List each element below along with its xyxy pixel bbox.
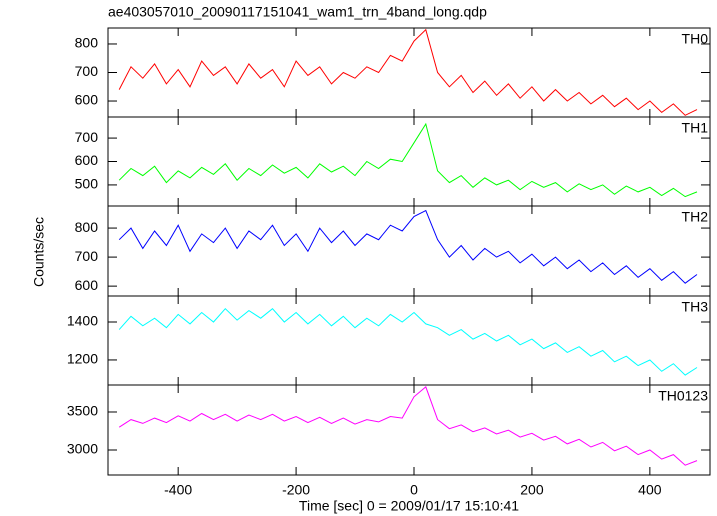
y-tick-label: 700 — [75, 129, 99, 145]
x-axis-label: Time [sec] 0 = 2009/01/17 15:10:41 — [299, 498, 519, 514]
panel-frame — [107, 116, 711, 207]
panel-label: TH0 — [682, 31, 709, 47]
data-line — [118, 122, 698, 198]
x-tick-label: 200 — [520, 482, 544, 498]
y-tick-label: 3000 — [67, 441, 98, 457]
y-tick-label: 1200 — [67, 351, 98, 367]
panel-label: TH0123 — [658, 388, 708, 404]
data-line — [118, 28, 698, 116]
data-line — [118, 209, 698, 284]
y-tick-label: 600 — [75, 152, 99, 168]
y-tick-label: 800 — [75, 35, 99, 51]
y-tick-label: 1400 — [67, 313, 98, 329]
panel-label: TH1 — [682, 120, 709, 136]
panel-frame — [107, 295, 711, 386]
data-line — [118, 307, 698, 376]
x-tick-label: -400 — [164, 482, 192, 498]
y-axis-label: Counts/sec — [31, 217, 47, 287]
y-tick-label: 700 — [75, 248, 99, 264]
panel-frame — [107, 384, 711, 476]
y-tick-label: 3500 — [67, 403, 98, 419]
y-tick-label: 800 — [75, 219, 99, 235]
panel-label: TH3 — [682, 299, 709, 315]
data-line — [118, 386, 698, 466]
y-tick-label: 500 — [75, 176, 99, 192]
chart-title: ae403057010_20090117151041_wam1_trn_4ban… — [108, 4, 487, 20]
panel-frame — [107, 27, 711, 118]
y-tick-label: 600 — [75, 277, 99, 293]
x-tick-label: 0 — [410, 482, 418, 498]
y-tick-label: 600 — [75, 92, 99, 108]
x-tick-label: 400 — [638, 482, 662, 498]
x-tick-label: -200 — [282, 482, 310, 498]
panel-frame — [107, 205, 711, 297]
y-tick-label: 700 — [75, 63, 99, 79]
panel-label: TH2 — [682, 209, 709, 225]
